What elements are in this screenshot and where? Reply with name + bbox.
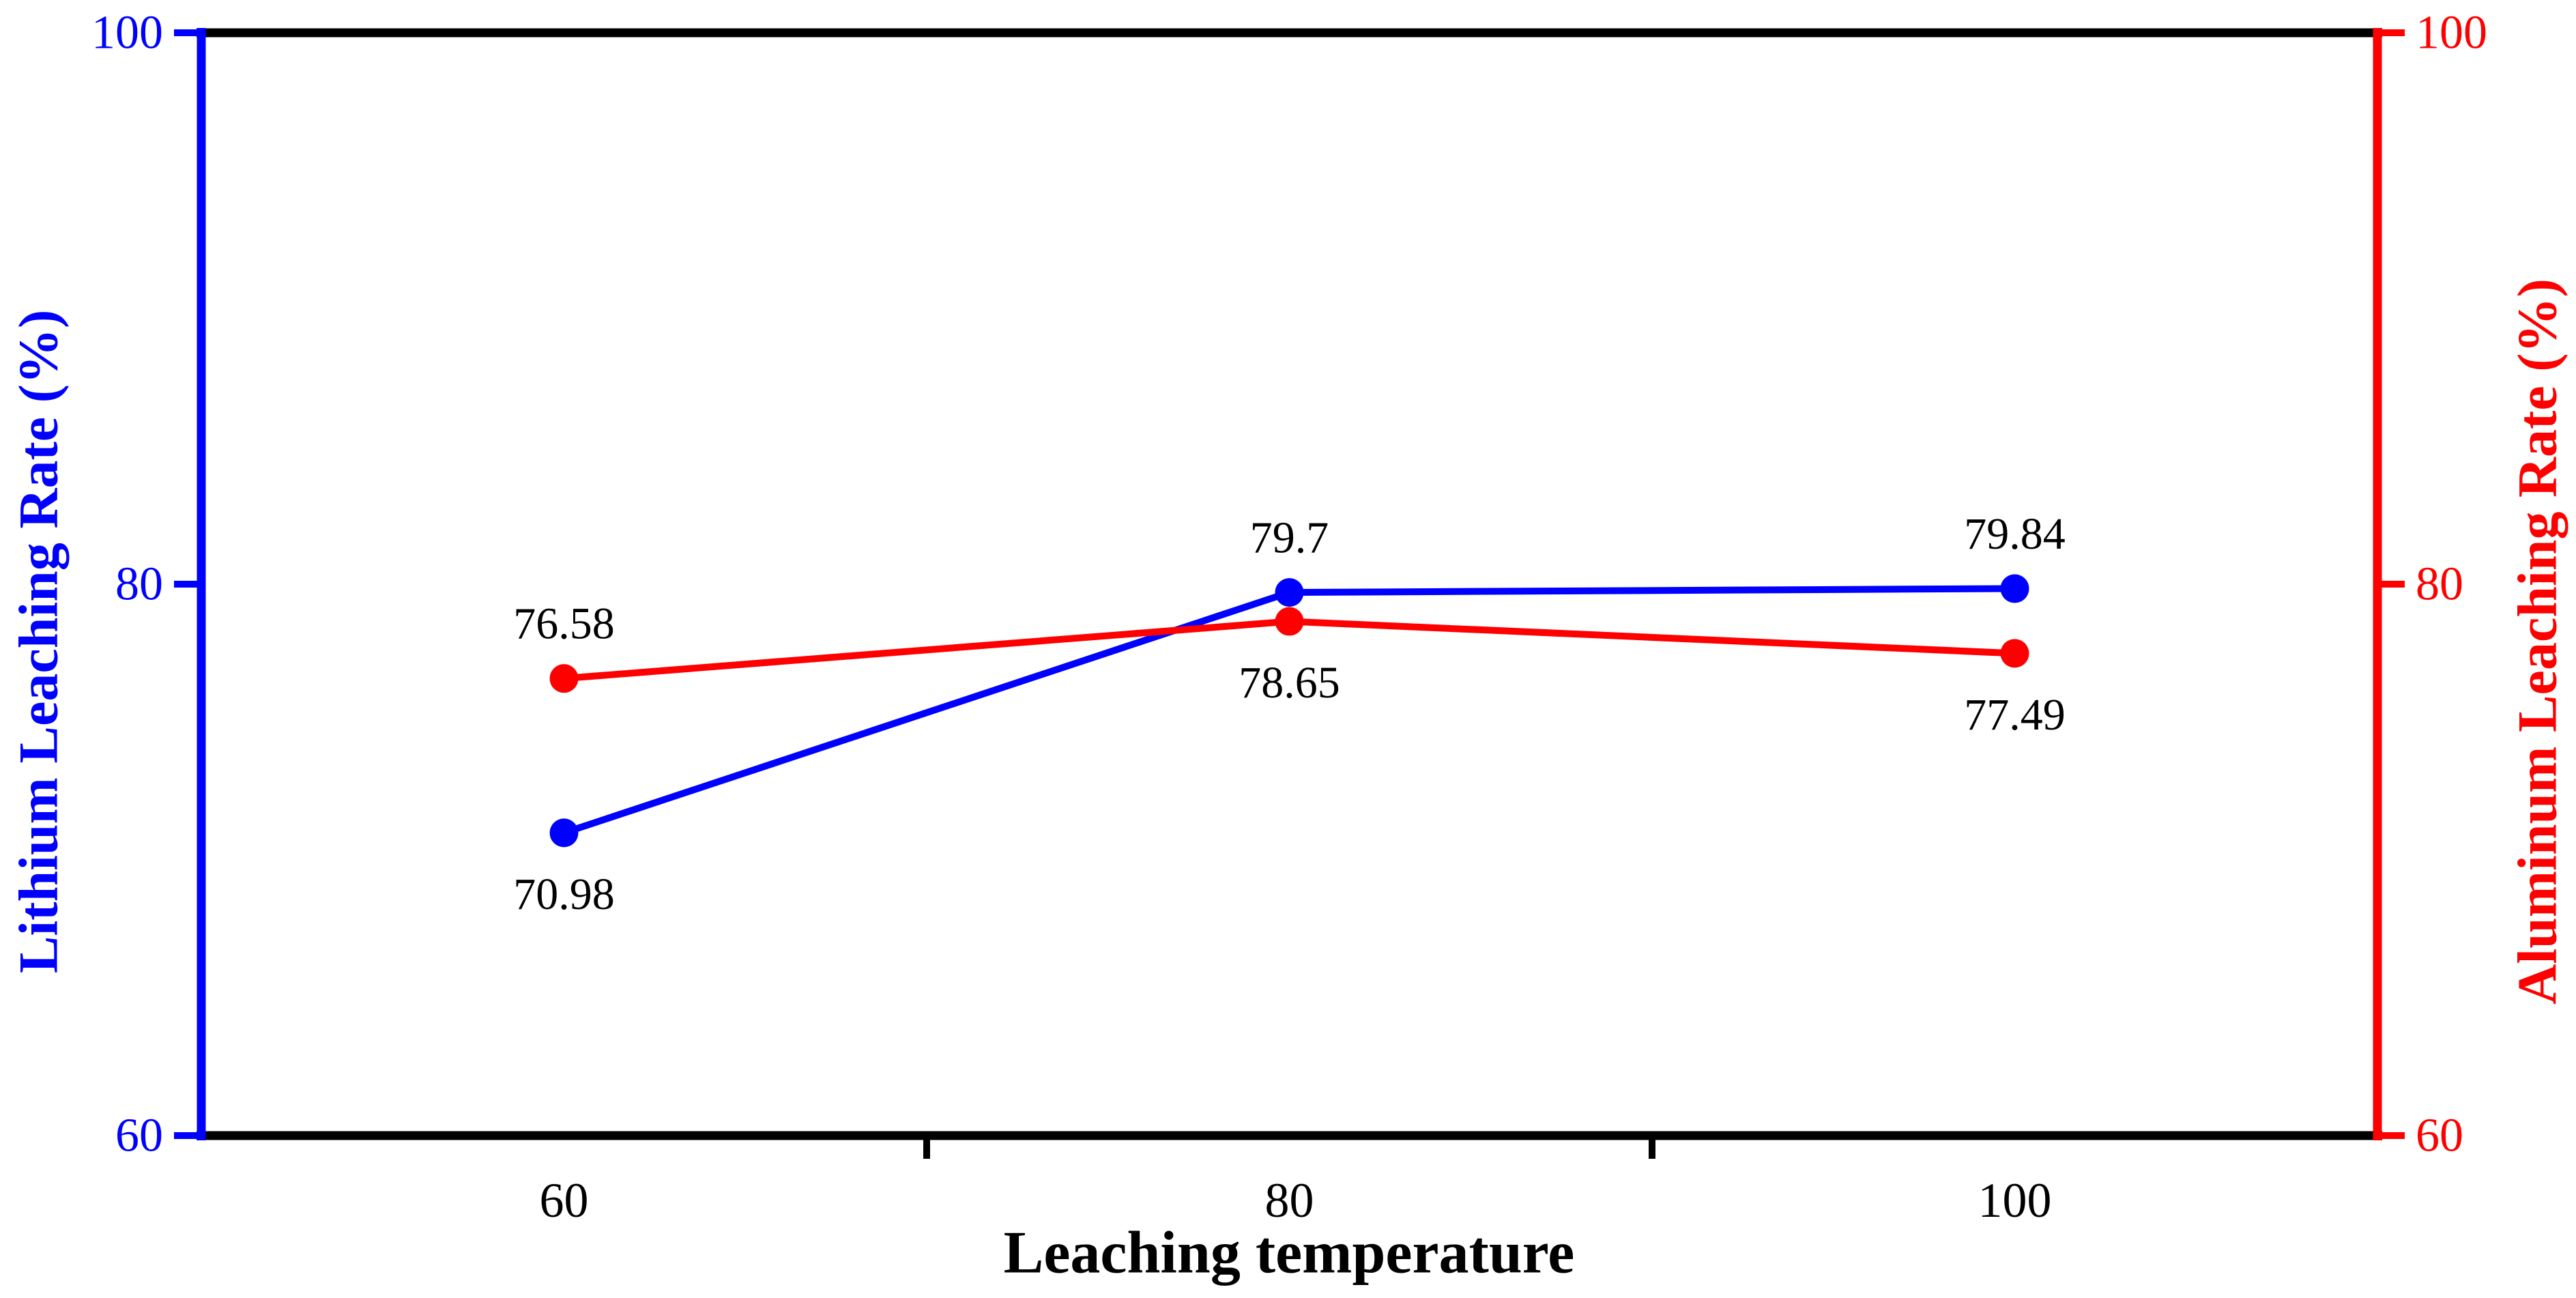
data-point-marker xyxy=(2000,574,2029,603)
right-tick-label: 60 xyxy=(2416,1110,2463,1162)
point-value-label: 76.58 xyxy=(513,599,615,649)
point-value-label: 77.49 xyxy=(1964,690,2066,740)
series-layer xyxy=(549,574,2029,848)
x-axis-title: Leaching temperature xyxy=(1004,1220,1575,1286)
x-tick-label: 80 xyxy=(1265,1173,1314,1228)
data-point-marker xyxy=(1275,578,1304,607)
point-value-label: 79.7 xyxy=(1250,513,1329,563)
data-point-marker xyxy=(1275,607,1304,636)
x-tick-label: 60 xyxy=(540,1173,589,1228)
axes-layer: 60 80 100 60 80 100 60 80 100 xyxy=(91,7,2487,1228)
right-tick-label: 80 xyxy=(2416,558,2463,611)
left-tick-label: 80 xyxy=(115,558,163,611)
data-point-marker xyxy=(549,818,579,848)
point-value-label: 78.65 xyxy=(1239,658,1340,708)
right-tick-label: 100 xyxy=(2416,7,2487,59)
data-point-marker xyxy=(2000,639,2029,668)
point-value-label: 70.98 xyxy=(513,869,615,919)
right-axis-title: Aluminum Leaching Rate (%) xyxy=(2506,278,2568,1005)
data-point-marker xyxy=(549,664,579,693)
left-axis-title: Lithium Leaching Rate (%) xyxy=(8,310,70,974)
x-tick-label: 100 xyxy=(1978,1173,2052,1228)
left-tick-label: 60 xyxy=(115,1110,163,1162)
left-tick-label: 100 xyxy=(91,7,163,59)
point-value-label: 79.84 xyxy=(1964,509,2066,559)
point-label-layer: 70.98 79.7 79.84 76.58 78.65 77.49 xyxy=(513,509,2066,919)
